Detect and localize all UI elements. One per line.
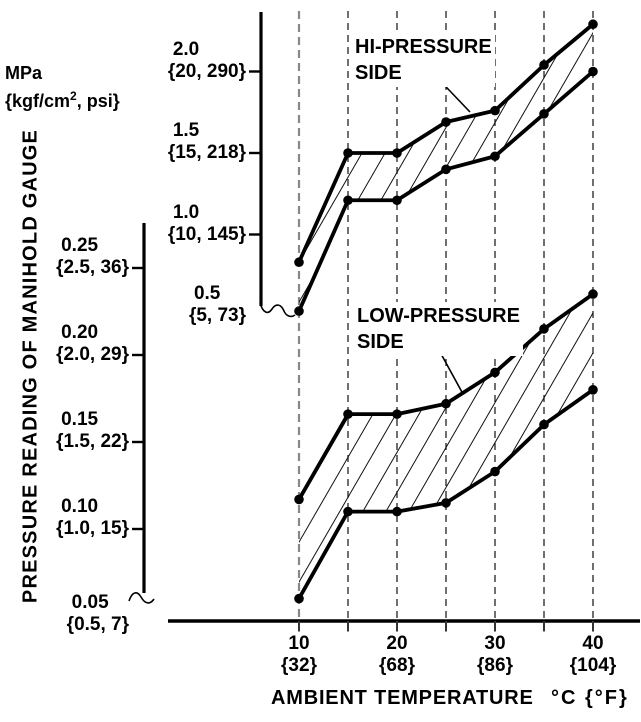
data-point bbox=[588, 385, 598, 395]
data-point bbox=[588, 19, 598, 30]
data-point bbox=[539, 324, 549, 334]
hi-tick-alt-units: {20, 290} bbox=[167, 60, 246, 82]
data-point bbox=[343, 409, 353, 419]
data-point bbox=[294, 494, 304, 505]
hi-tick-mpa-value: 1.5 bbox=[172, 120, 200, 141]
x-tick-celsius: 30 bbox=[484, 633, 506, 654]
low-pressure-side-annotation: LOW-PRESSURE SIDE bbox=[354, 302, 523, 356]
data-point bbox=[343, 506, 353, 517]
low-tick-alt-units: {0.5, 7} bbox=[66, 614, 129, 635]
data-point bbox=[441, 164, 451, 175]
data-point bbox=[588, 289, 598, 299]
x-axis-tick-label: 40 {104} bbox=[570, 633, 617, 677]
data-point bbox=[539, 109, 549, 119]
x-tick-celsius: 10 bbox=[288, 633, 310, 654]
low-axis-tick-label: 0.25 {2.5, 36} bbox=[56, 235, 129, 279]
hi-axis-tick-label: 0.5 {5, 73} bbox=[189, 283, 246, 327]
hi-pressure-side-annotation: HI-PRESSURE SIDE bbox=[352, 33, 495, 87]
data-point bbox=[441, 117, 451, 127]
low-tick-mpa-value: 0.20 bbox=[61, 322, 99, 343]
hi-axis-tick-label: 1.0 {10, 145} bbox=[168, 202, 246, 246]
pressure-unit-alt: {kgf/cm2, psi} bbox=[5, 89, 120, 111]
low-tick-mpa-value: 0.25 bbox=[61, 235, 99, 256]
hi-tick-alt-units: {5, 73} bbox=[188, 305, 246, 326]
data-point bbox=[294, 306, 304, 316]
pressure-unit-mpa: MPa bbox=[5, 63, 43, 83]
hi-axis-tick-label: 2.0 {20, 290} bbox=[168, 39, 246, 83]
hi-tick-mpa-value: 2.0 bbox=[172, 38, 200, 60]
data-point bbox=[490, 105, 500, 116]
data-point bbox=[343, 195, 353, 206]
data-point bbox=[294, 593, 304, 604]
low-axis-tick-label: 0.10 {1.0, 15} bbox=[56, 496, 129, 540]
low-pressure-annotation-line2: SIDE bbox=[357, 331, 404, 353]
data-point bbox=[392, 409, 402, 419]
data-point bbox=[490, 367, 500, 378]
data-point bbox=[294, 257, 304, 268]
x-tick-celsius: 20 bbox=[386, 633, 408, 654]
low-axis-tick-label: 0.20 {2.0, 29} bbox=[56, 322, 129, 366]
low-tick-mpa-value: 0.10 bbox=[61, 496, 99, 517]
low-tick-alt-units: {1.5, 22} bbox=[56, 431, 129, 452]
low-axis-tick-label: 0.05 {0.5, 7} bbox=[67, 592, 129, 636]
x-axis-tick-label: 20 {68} bbox=[379, 633, 415, 677]
x-axis-tick-label: 10 {32} bbox=[281, 633, 317, 677]
low-axis-tick-label: 0.15 {1.5, 22} bbox=[56, 409, 129, 453]
data-point bbox=[588, 66, 598, 77]
low-axis-break-squiggle bbox=[128, 592, 155, 604]
low-tick-mpa-value: 0.05 bbox=[71, 592, 109, 613]
low-tick-mpa-value: 0.15 bbox=[61, 409, 99, 430]
pressure-unit-label: MPa {kgf/cm2, psi} bbox=[5, 62, 120, 113]
hi-axis-break-squiggle bbox=[259, 302, 296, 318]
hi-pressure-annotation-line1: HI-PRESSURE bbox=[355, 36, 492, 58]
data-point bbox=[539, 60, 549, 70]
hi-tick-alt-units: {10, 145} bbox=[167, 223, 246, 245]
x-tick-fahrenheit: {68} bbox=[379, 655, 415, 676]
hi-pressure-annotation-line2: SIDE bbox=[355, 62, 402, 84]
data-point bbox=[539, 419, 549, 430]
hi-tick-mpa-value: 1.0 bbox=[172, 201, 200, 223]
data-point bbox=[490, 151, 500, 162]
hi-tick-alt-units: {15, 218} bbox=[167, 142, 246, 163]
x-axis-title: AMBIENT TEMPERATURE bbox=[271, 687, 534, 709]
x-tick-fahrenheit: {32} bbox=[281, 655, 317, 676]
low-pressure-annotation-line1: LOW-PRESSURE bbox=[357, 305, 520, 327]
low-tick-alt-units: {2.0, 29} bbox=[56, 344, 129, 365]
y-axis-title: PRESSURE READING OF MANIHOLD GAUGE bbox=[19, 128, 42, 604]
data-point bbox=[441, 398, 451, 409]
hi-tick-mpa-value: 0.5 bbox=[193, 283, 221, 304]
data-point bbox=[490, 466, 500, 477]
data-point bbox=[441, 498, 451, 508]
low-tick-alt-units: {1.0, 15} bbox=[56, 518, 129, 539]
data-point bbox=[392, 195, 402, 206]
x-tick-celsius: 40 bbox=[582, 633, 604, 654]
x-tick-fahrenheit: {104} bbox=[569, 655, 617, 676]
low-pressure-side-band bbox=[299, 294, 593, 599]
data-point bbox=[343, 148, 353, 158]
x-axis-tick-label: 30 {86} bbox=[477, 633, 513, 677]
data-point bbox=[392, 148, 402, 158]
low-tick-alt-units: {2.5, 36} bbox=[56, 257, 129, 278]
x-axis-unit: °C {°F} bbox=[551, 687, 629, 709]
x-tick-fahrenheit: {86} bbox=[477, 655, 513, 676]
hi-axis-tick-label: 1.5 {15, 218} bbox=[168, 120, 246, 164]
data-point bbox=[392, 506, 402, 517]
